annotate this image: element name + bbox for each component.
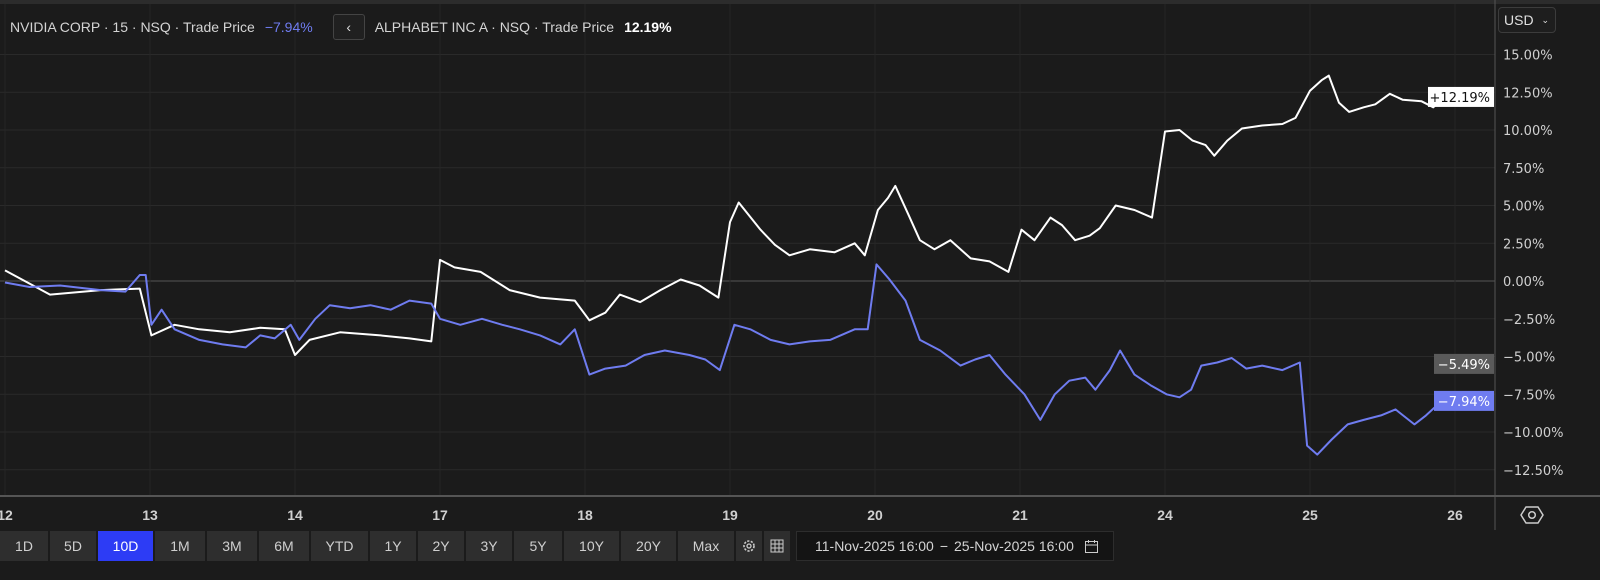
- range-button-5d[interactable]: 5D: [50, 531, 96, 561]
- y-tick-label: −10.00%: [1503, 426, 1563, 441]
- y-tick-label: 10.00%: [1503, 124, 1553, 139]
- x-tick-label: 17: [432, 507, 448, 523]
- comparison-chart[interactable]: 15.00% 12.50% 10.00% 7.50% 5.00% 2.50% 0.00% −2…: [0, 0, 1600, 530]
- x-tick-label: 24: [1157, 507, 1173, 523]
- date-to: 25-Nov-2025 16:00: [954, 538, 1074, 554]
- gear-icon: [743, 540, 755, 552]
- x-tick-label: 19: [722, 507, 738, 523]
- currency-select[interactable]: USD ⌄: [1498, 7, 1556, 33]
- x-tick-label: 21: [1012, 507, 1028, 523]
- range-toolbar: 1D 5D 10D 1M 3M 6M YTD 1Y 2Y 3Y 5Y 10Y 20Y Max: [0, 531, 790, 561]
- y-tick-label: −5.00%: [1503, 351, 1555, 366]
- grid: [0, 4, 1495, 495]
- alphabet-legend-label: ALPHABET INC A · NSQ · Trade Price: [374, 19, 615, 35]
- y-tick-label: 0.00%: [1503, 275, 1544, 290]
- y-tick-label: 15.00%: [1503, 49, 1553, 64]
- date-range-picker[interactable]: 11-Nov-2025 16:00 − 25-Nov-2025 16:00: [796, 531, 1114, 561]
- range-button-max[interactable]: Max: [678, 531, 734, 561]
- range-button-ytd[interactable]: YTD: [311, 531, 368, 561]
- chevron-left-icon: ‹: [346, 19, 352, 35]
- range-button-3y[interactable]: 3Y: [466, 531, 512, 561]
- range-button-5y[interactable]: 5Y: [514, 531, 562, 561]
- range-button-1d[interactable]: 1D: [0, 531, 48, 561]
- marker-crosshair-bg: [1434, 353, 1494, 374]
- legend: NVIDIA CORP · 15 · NSQ · Trade Price −7.…: [10, 14, 672, 40]
- range-button-2y[interactable]: 2Y: [418, 531, 464, 561]
- y-tick-label: −7.50%: [1503, 388, 1555, 403]
- nvidia-legend-pct: −7.94%: [264, 19, 313, 35]
- range-button-10y[interactable]: 10Y: [564, 531, 619, 561]
- y-tick-label: 2.50%: [1503, 237, 1544, 252]
- chevron-down-icon: ⌄: [1541, 14, 1549, 25]
- legend-back-button[interactable]: ‹: [332, 14, 365, 40]
- range-button-20y[interactable]: 20Y: [621, 531, 676, 561]
- x-tick-label: 18: [577, 507, 593, 523]
- y-tick-label: −2.50%: [1503, 313, 1555, 328]
- alphabet-legend-pct: 12.19%: [624, 19, 672, 35]
- table-view-button[interactable]: [764, 531, 790, 561]
- series-line-alphabet[interactable]: [4, 74, 1446, 356]
- marker-nvidia-label: −7.94%: [1438, 395, 1490, 410]
- marker-alphabet-bg: [1428, 86, 1494, 107]
- x-tick-label: 14: [287, 507, 303, 523]
- x-tick-label: 26: [1447, 507, 1463, 523]
- range-button-1m[interactable]: 1M: [155, 531, 205, 561]
- y-tick-label: −12.50%: [1503, 464, 1563, 479]
- marker-nvidia-bg: [1434, 390, 1494, 411]
- table-icon: [770, 539, 784, 553]
- y-axis: 15.00% 12.50% 10.00% 7.50% 5.00% 2.50% 0.00% −2…: [1494, 0, 1563, 530]
- date-separator: −: [939, 538, 949, 554]
- range-button-6m[interactable]: 6M: [259, 531, 309, 561]
- range-button-3m[interactable]: 3M: [207, 531, 257, 561]
- value-markers: +12.19% −5.49% −7.94%: [1428, 86, 1494, 411]
- y-tick-label: 12.50%: [1503, 86, 1553, 101]
- series-line-nvidia[interactable]: [4, 263, 1451, 456]
- marker-crosshair-label: −5.49%: [1438, 358, 1490, 373]
- x-tick-label: 12: [0, 507, 13, 523]
- x-tick-label: 13: [142, 507, 158, 523]
- marker-alphabet-label: +12.19%: [1430, 91, 1490, 106]
- y-tick-label: 5.00%: [1503, 200, 1544, 215]
- x-tick-label: 20: [867, 507, 883, 523]
- settings-button[interactable]: [736, 531, 762, 561]
- calendar-icon[interactable]: [1084, 539, 1099, 554]
- date-from: 11-Nov-2025 16:00: [815, 538, 934, 554]
- top-border: [0, 0, 1600, 4]
- currency-value: USD: [1504, 12, 1534, 28]
- range-button-1y[interactable]: 1Y: [370, 531, 416, 561]
- nvidia-legend-label: NVIDIA CORP · 15 · NSQ · Trade Price: [10, 19, 255, 35]
- y-tick-label: 7.50%: [1503, 162, 1544, 177]
- range-button-10d[interactable]: 10D: [98, 531, 153, 561]
- x-axis: 12 13 14 17 18 19 20 21 24 25 26: [0, 495, 1600, 523]
- hexagon-settings-icon[interactable]: [1520, 503, 1544, 527]
- series-lines: [4, 74, 1451, 456]
- x-tick-label: 25: [1302, 507, 1318, 523]
